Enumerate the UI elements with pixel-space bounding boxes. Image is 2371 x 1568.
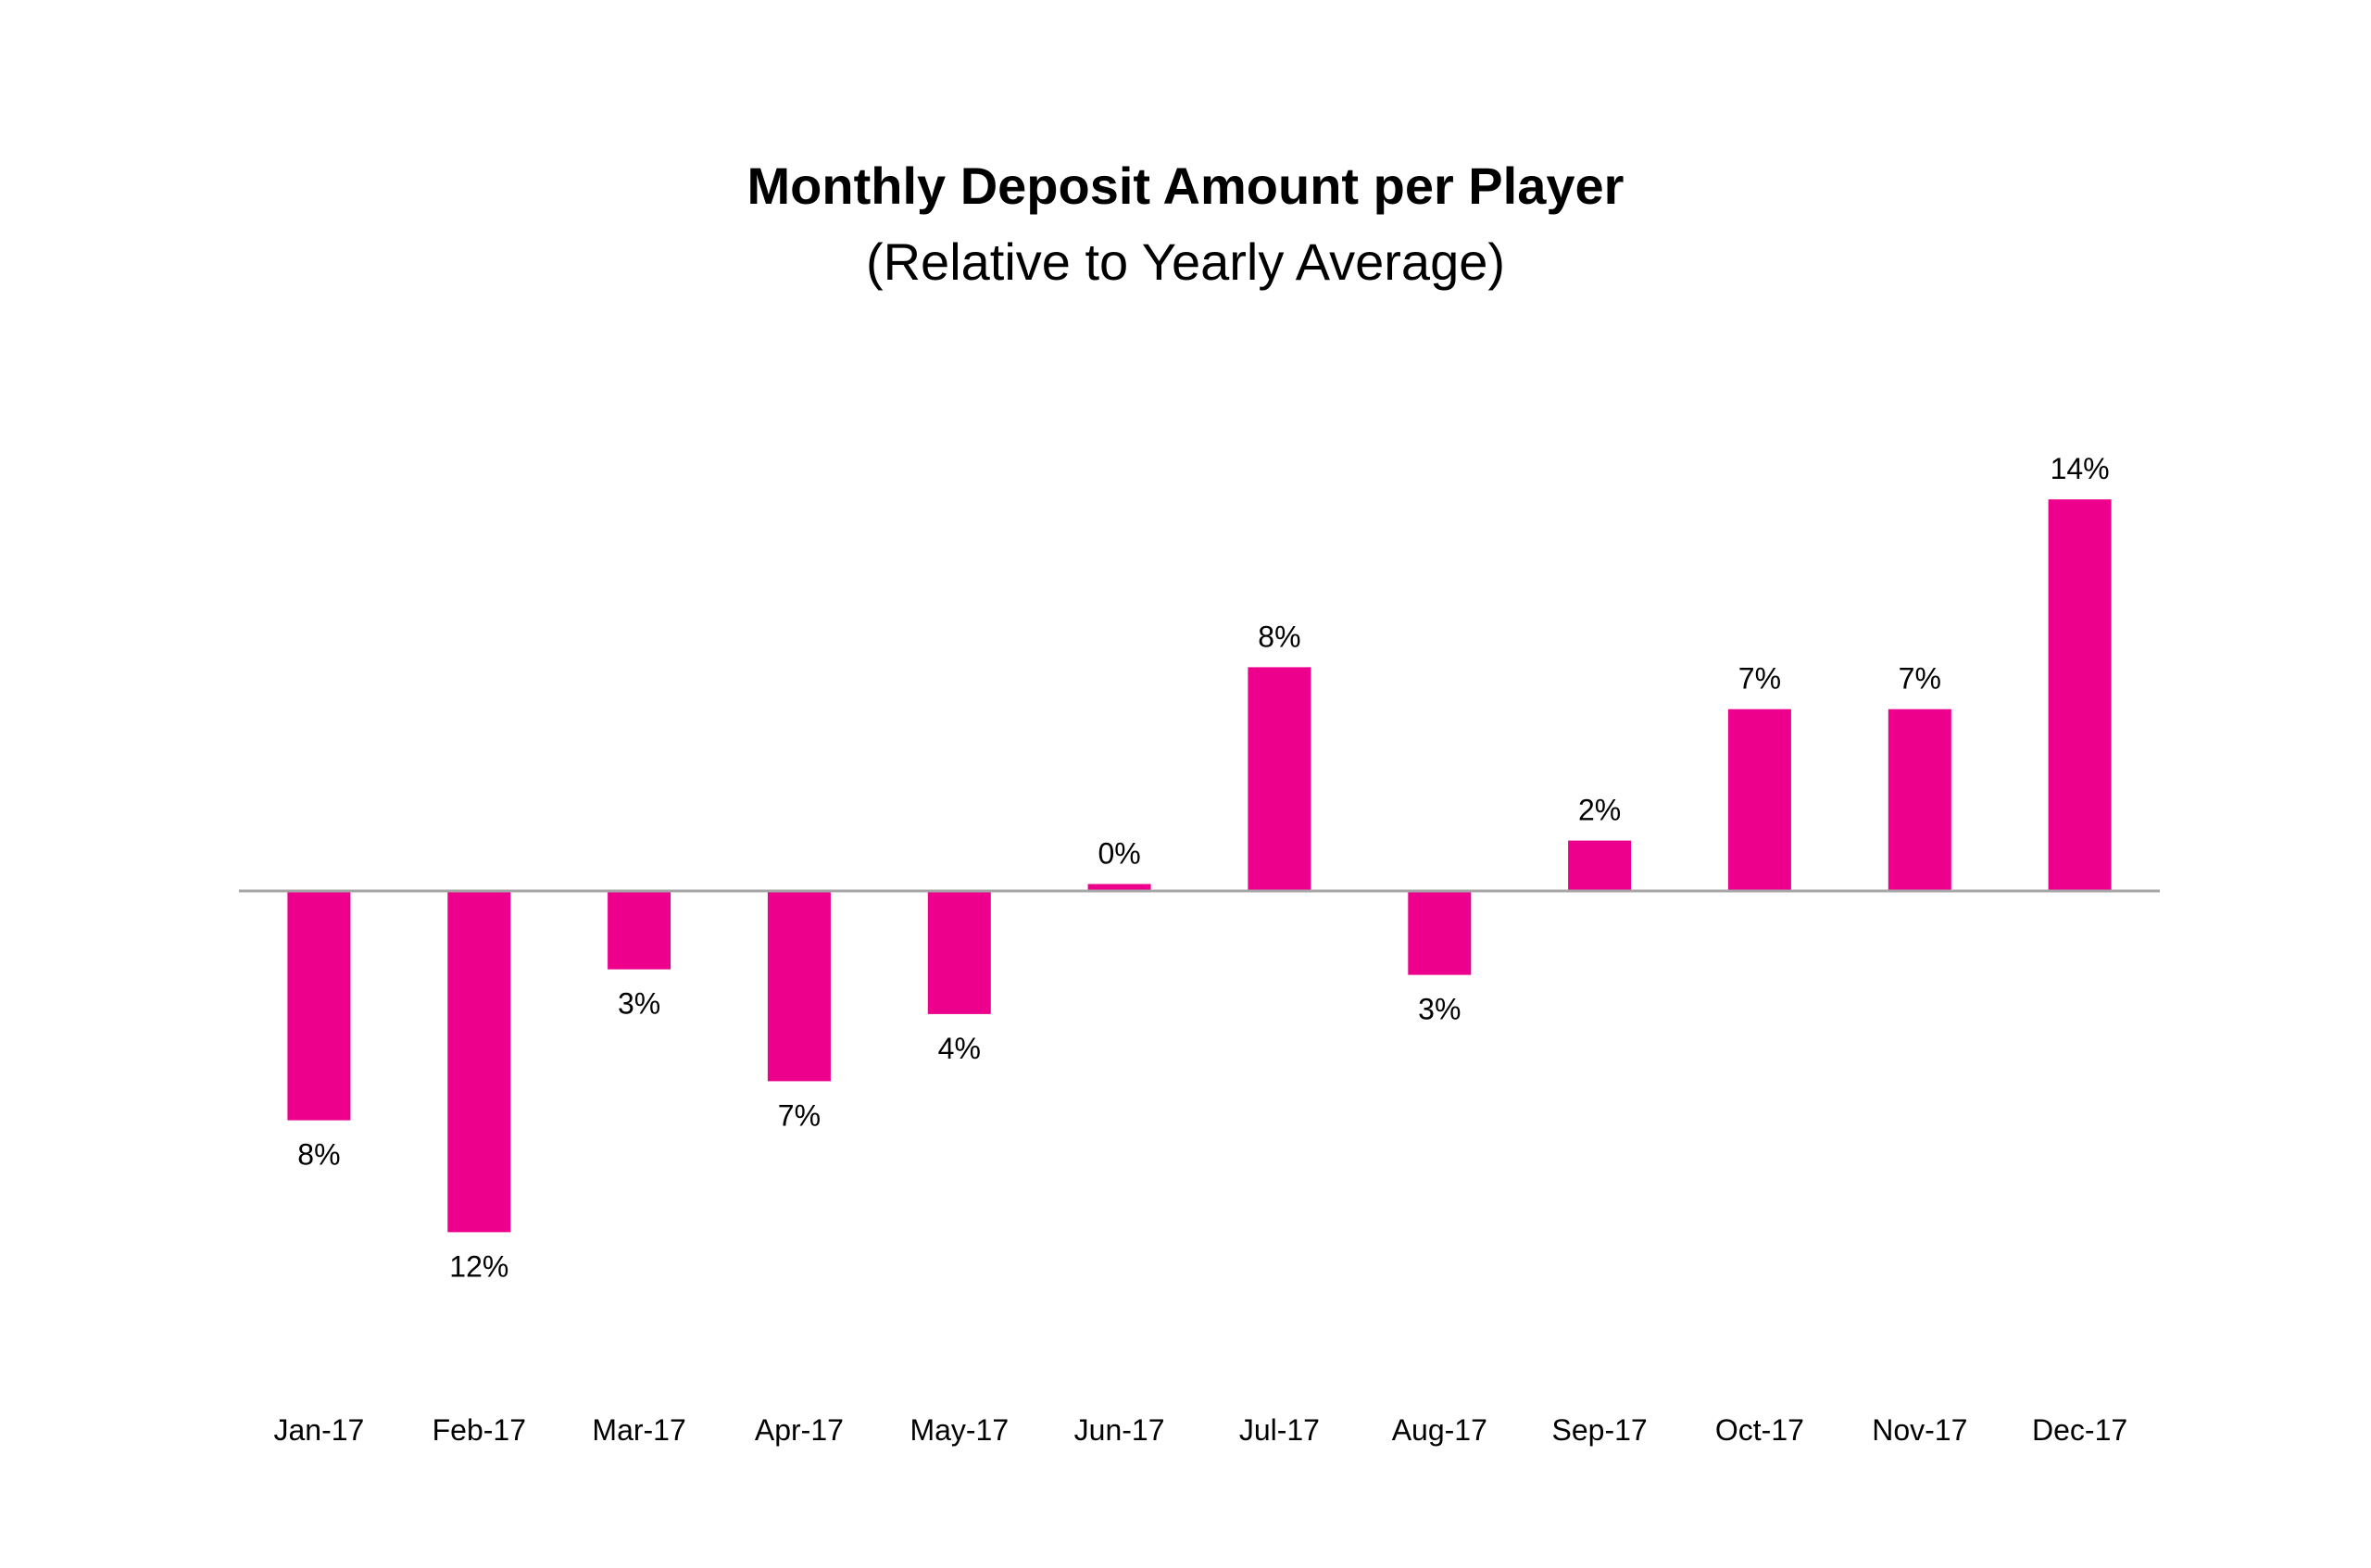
bar-aug-17 <box>1408 891 1472 975</box>
data-label-sep-17: 2% <box>1578 794 1621 827</box>
x-tick-label-oct-17: Oct-17 <box>1715 1413 1804 1447</box>
data-label-jun-17: 0% <box>1098 837 1140 871</box>
x-tick-label-aug-17: Aug-17 <box>1392 1413 1487 1447</box>
x-tick-label-dec-17: Dec-17 <box>2032 1413 2127 1447</box>
chart-subtitle: (Relative to Yearly Average) <box>866 232 1505 291</box>
bar-apr-17 <box>767 891 831 1082</box>
x-axis-tick-labels: Jan-17 Feb-17 Mar-17 Apr-17 May-17 Jun-17 Jul-… <box>273 1413 2127 1447</box>
data-labels-layer: 8% 12% 3% 7% 4% 0% 8% 3% 2% 7% 7% 14% <box>297 452 2109 1283</box>
data-label-nov-17: 7% <box>1899 662 1941 696</box>
bar-jun-17 <box>1087 884 1151 891</box>
bar-sep-17 <box>1568 840 1632 891</box>
data-label-jan-17: 8% <box>297 1138 340 1172</box>
bar-dec-17 <box>2048 499 2112 891</box>
x-tick-label-may-17: May-17 <box>910 1413 1009 1447</box>
chart-title: Monthly Deposit Amount per Player <box>747 157 1625 215</box>
x-tick-label-apr-17: Apr-17 <box>755 1413 844 1447</box>
bar-may-17 <box>927 891 991 1014</box>
data-label-mar-17: 3% <box>618 987 660 1021</box>
bar-jul-17 <box>1248 667 1311 891</box>
data-label-oct-17: 7% <box>1738 662 1781 696</box>
bar-oct-17 <box>1727 709 1791 891</box>
bar-feb-17 <box>447 891 511 1233</box>
x-tick-label-jun-17: Jun-17 <box>1074 1413 1165 1447</box>
x-tick-label-jul-17: Jul-17 <box>1239 1413 1320 1447</box>
x-tick-label-sep-17: Sep-17 <box>1552 1413 1648 1447</box>
bar-mar-17 <box>608 891 671 970</box>
data-label-may-17: 4% <box>938 1032 981 1065</box>
x-tick-label-mar-17: Mar-17 <box>592 1413 685 1447</box>
bar-nov-17 <box>1888 709 1951 891</box>
data-label-apr-17: 7% <box>778 1098 821 1132</box>
bar-jan-17 <box>287 891 351 1121</box>
data-label-dec-17: 14% <box>2051 452 2110 485</box>
data-label-aug-17: 3% <box>1418 993 1461 1026</box>
x-tick-label-feb-17: Feb-17 <box>433 1413 526 1447</box>
x-tick-label-jan-17: Jan-17 <box>273 1413 364 1447</box>
data-label-feb-17: 12% <box>449 1249 508 1283</box>
bars-layer <box>287 499 2112 1233</box>
x-tick-label-nov-17: Nov-17 <box>1872 1413 1967 1447</box>
data-label-jul-17: 8% <box>1258 620 1300 653</box>
